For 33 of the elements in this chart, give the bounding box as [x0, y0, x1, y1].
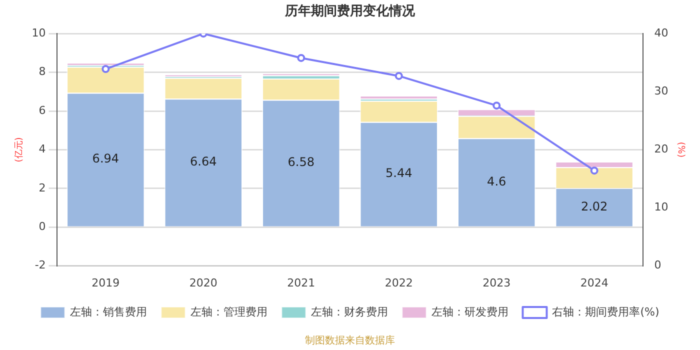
data-label: 6.58 — [288, 155, 314, 170]
legend-label: 左轴：研发费用 — [432, 305, 509, 318]
text: 制图数据来自数据库 — [305, 334, 395, 347]
legend-label: 左轴：财务费用 — [311, 305, 388, 318]
y-tick-label: 2 — [38, 181, 46, 194]
x-tick-label: 2019 — [92, 276, 120, 290]
y2-tick-label: 10 — [654, 200, 668, 214]
y-axis-title: (亿元) — [14, 137, 25, 162]
y-tick-label: 10 — [32, 26, 46, 40]
y2-tick-label: 20 — [654, 142, 668, 156]
y2-tick-label: 0 — [654, 258, 662, 272]
data-label: 4.6 — [487, 174, 506, 188]
y-tick-label: -2 — [34, 258, 46, 272]
data-label: 6.64 — [190, 154, 217, 169]
y2-tick-label: 40 — [654, 26, 668, 40]
y-tick-label: 6 — [38, 104, 46, 117]
x-tick-label: 2022 — [384, 276, 413, 290]
legend-label: 左轴：销售费用 — [70, 305, 148, 318]
y-tick-label: 4 — [38, 142, 46, 156]
x-tick-label: 2021 — [287, 276, 316, 290]
chart-title: 历年期间费用变化情况 — [284, 3, 416, 20]
x-tick-label: 2020 — [189, 276, 218, 290]
y2-tick-label: 30 — [654, 84, 668, 98]
y2-axis-title: (%) — [675, 142, 686, 158]
data-label: 5.44 — [386, 166, 412, 180]
x-tick-label: 2024 — [580, 276, 608, 290]
x-tick-label: 2023 — [482, 276, 511, 290]
y-tick-label: 0 — [38, 220, 46, 233]
data-label: 2.02 — [580, 199, 608, 214]
legend-label: 右轴：期间费用率(%) — [552, 305, 660, 318]
y-tick-label: 8 — [38, 65, 46, 78]
data-label: 6.94 — [92, 152, 120, 166]
legend-label: 左轴：管理费用 — [190, 305, 268, 318]
